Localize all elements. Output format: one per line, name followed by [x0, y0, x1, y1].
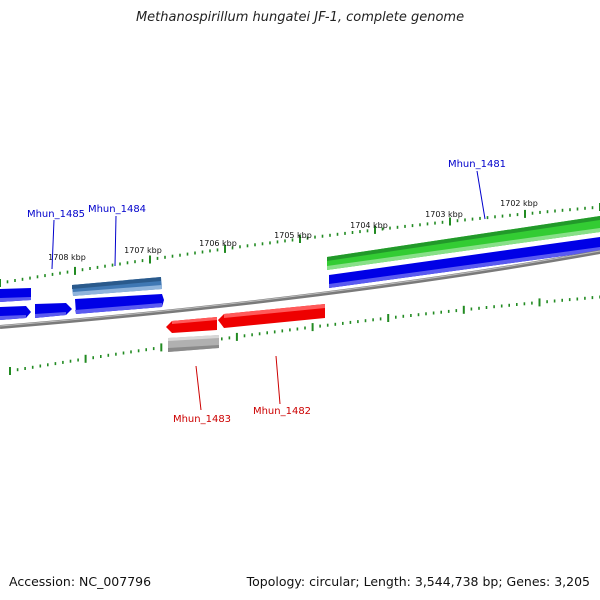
leader-mhun-1485 — [51, 219, 55, 270]
gene-label-mhun-1483[interactable]: Mhun_1483 — [173, 414, 231, 425]
accession-label: Accession: NC_007796 — [9, 574, 152, 589]
reverse-cds-mhun-1482[interactable] — [218, 304, 325, 328]
scale-label-1708: 1708 kbp — [48, 253, 86, 262]
leader-mhun-1482 — [275, 355, 281, 405]
label-leaders — [51, 170, 486, 411]
leader-mhun-1484 — [114, 215, 117, 267]
gene-label-mhun-1482[interactable]: Mhun_1482 — [253, 406, 311, 417]
forward-cds-row2-b[interactable] — [75, 294, 164, 314]
scale-label-1706: 1706 kbp — [199, 239, 237, 248]
gene-label-mhun-1484[interactable]: Mhun_1484 — [88, 204, 146, 215]
outer-tick-ring — [0, 203, 600, 287]
genome-title: Methanospirillum hungatei JF-1, complete… — [135, 10, 465, 25]
scale-label-1705: 1705 kbp — [274, 231, 312, 240]
scale-label-1707: 1707 kbp — [124, 246, 162, 255]
forward-cds-row2-a[interactable] — [0, 288, 31, 302]
gene-label-mhun-1481[interactable]: Mhun_1481 — [448, 159, 506, 170]
scale-label-1703: 1703 kbp — [425, 210, 463, 219]
scale-label-1704: 1704 kbp — [350, 221, 388, 230]
reverse-cds-mhun-1483[interactable] — [166, 317, 217, 333]
forward-cds-row3-a[interactable] — [0, 306, 31, 320]
genome-backbone — [0, 250, 600, 329]
rna-feature-green[interactable] — [327, 216, 600, 270]
genome-summary: Topology: circular; Length: 3,544,738 bp… — [246, 574, 590, 589]
forward-cds-mhun-1484[interactable] — [72, 277, 162, 296]
scale-label-1702: 1702 kbp — [500, 199, 538, 208]
leader-mhun-1483 — [195, 365, 202, 411]
leader-mhun-1481 — [476, 170, 486, 220]
forward-cds-mhun-1481[interactable] — [329, 237, 600, 288]
scale-labels: 1702 kbp 1703 kbp 1704 kbp 1705 kbp 1706… — [48, 199, 538, 262]
reverse-cds-gray[interactable] — [168, 335, 219, 352]
gene-label-mhun-1485[interactable]: Mhun_1485 — [27, 209, 85, 220]
forward-cds-row3-b[interactable] — [35, 303, 72, 318]
